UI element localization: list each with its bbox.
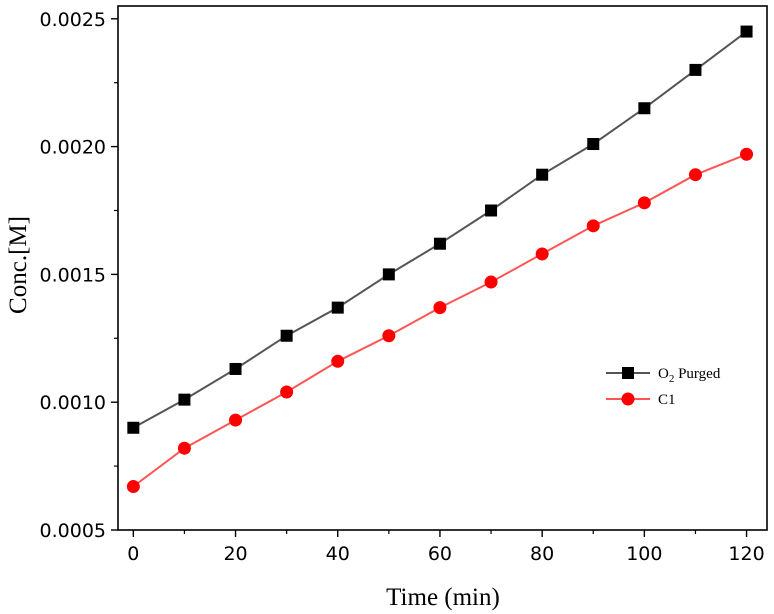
x-axis-title: Time (min)	[386, 584, 500, 611]
x-tick-label: 40	[326, 543, 350, 565]
legend: O2 Purged C1	[606, 366, 721, 408]
data-point	[638, 102, 651, 115]
x-tick-label: 60	[428, 543, 452, 565]
axes: 0 20 40 60 80 100 120 0.0005 0.0010 0.0015 0.0020 0…	[40, 5, 768, 565]
legend-label: O2 Purged	[658, 366, 721, 385]
y-tick-label: 0.0020	[40, 137, 106, 159]
series-layer	[126, 25, 754, 494]
data-point	[535, 247, 549, 261]
data-point	[485, 204, 498, 217]
data-point	[740, 25, 753, 38]
series-line	[132, 30, 748, 429]
data-point	[536, 168, 549, 181]
data-point	[178, 393, 191, 406]
data-point	[127, 421, 140, 434]
data-point	[587, 138, 600, 151]
data-point	[689, 63, 702, 76]
data-point	[280, 329, 293, 342]
data-point	[331, 301, 344, 314]
data-point	[229, 413, 243, 427]
series-o2-purged	[127, 25, 753, 434]
legend-label: C1	[658, 392, 676, 408]
data-point	[740, 147, 754, 161]
data-point	[331, 354, 345, 368]
x-tick-label: 100	[626, 543, 662, 565]
legend-marker	[622, 367, 634, 379]
data-point	[229, 362, 242, 375]
x-tick-label: 120	[728, 543, 764, 565]
y-tick-label: 0.0015	[40, 264, 106, 286]
y-tick-label: 0.0010	[40, 392, 106, 414]
data-point	[280, 385, 294, 399]
data-point	[586, 219, 600, 233]
data-point	[382, 329, 396, 343]
y-axis-title: Conc.[M]	[5, 216, 32, 314]
plot-frame	[117, 5, 768, 531]
data-point	[688, 168, 702, 182]
data-point	[177, 441, 191, 455]
series-line	[132, 153, 747, 488]
data-point	[433, 237, 446, 250]
data-point	[126, 480, 140, 494]
data-point	[484, 275, 498, 289]
legend-marker	[621, 392, 635, 406]
data-point	[637, 196, 651, 210]
series-c1	[126, 147, 754, 494]
data-point	[433, 301, 447, 315]
y-tick-label: 0.0005	[40, 520, 106, 542]
data-point	[382, 268, 395, 281]
x-tick-label: 0	[127, 543, 139, 565]
x-tick-label: 20	[223, 543, 247, 565]
x-tick-label: 80	[530, 543, 554, 565]
y-tick-label: 0.0025	[40, 9, 106, 31]
